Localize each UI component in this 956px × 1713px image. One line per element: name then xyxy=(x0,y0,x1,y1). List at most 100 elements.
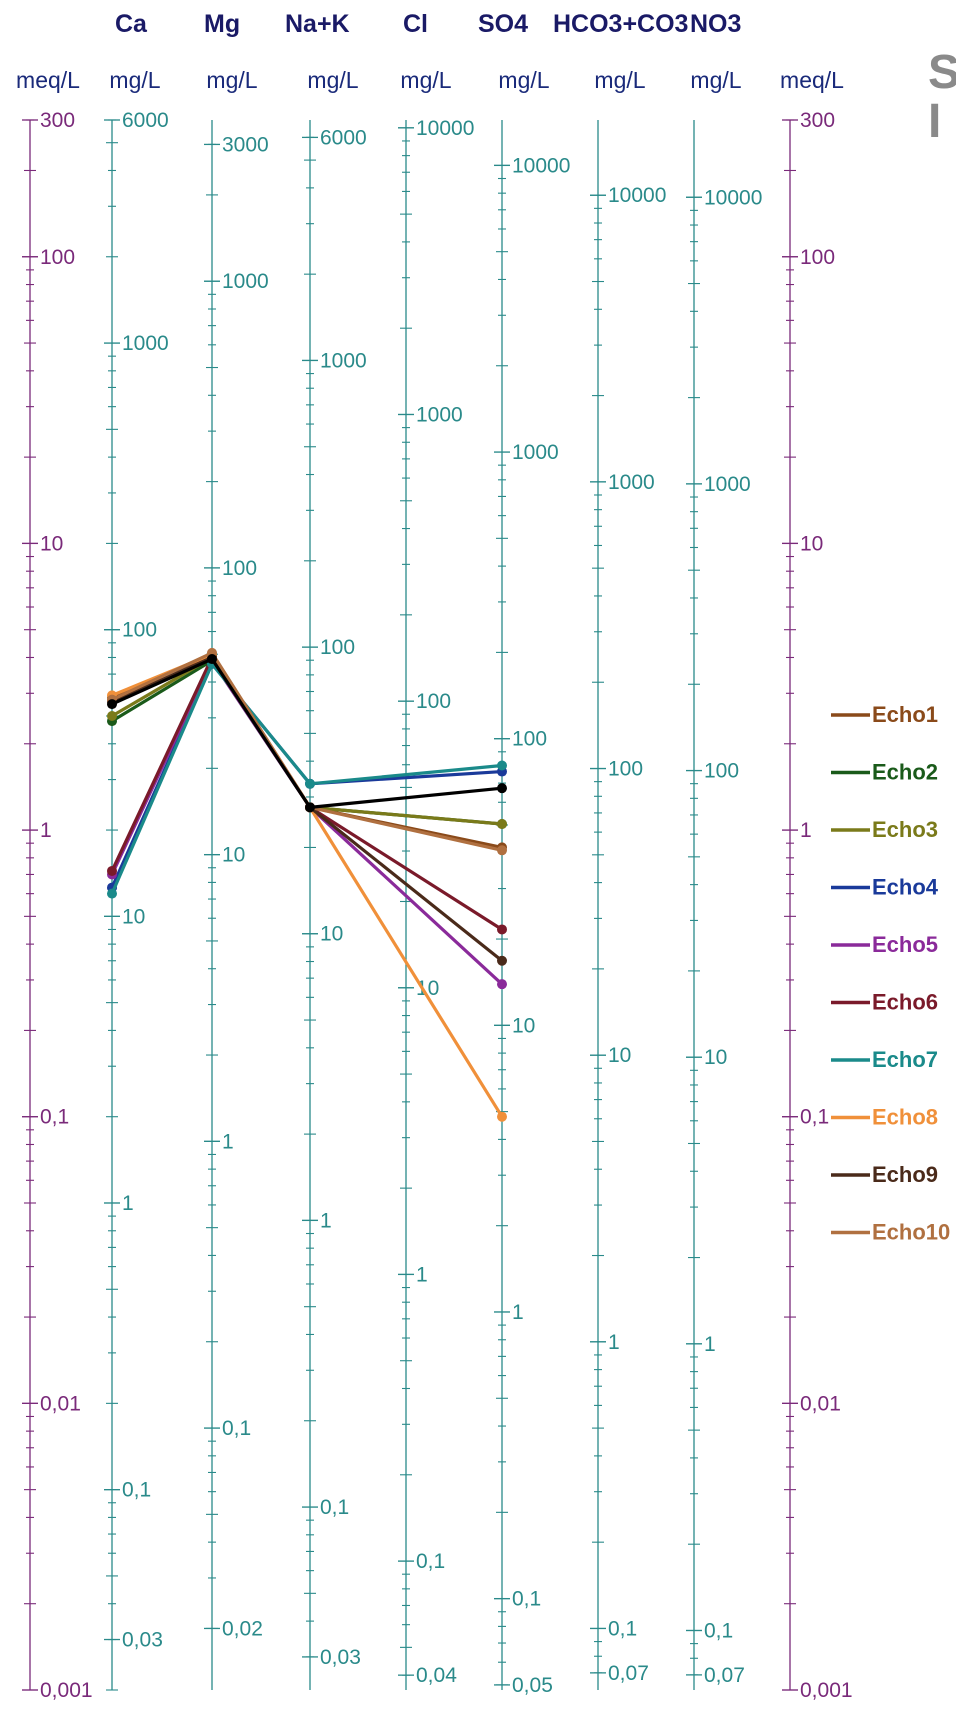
series-point xyxy=(305,802,315,813)
series-point xyxy=(107,865,117,876)
tick-label-Ca: 10 xyxy=(122,905,145,928)
legend-label: Echo5 xyxy=(872,932,938,957)
tick-label-Cl: 100 xyxy=(416,690,451,713)
tick-label-Ca: 0,1 xyxy=(122,1479,151,1502)
legend-label: Echo3 xyxy=(872,817,938,842)
tick-label-HCO3CO3: 1 xyxy=(608,1331,620,1354)
tick-label-meq_right: 100 xyxy=(800,246,835,269)
tick-label-SO4: 0,05 xyxy=(512,1674,553,1697)
legend-item-Echo5: Echo5 xyxy=(831,932,938,957)
tick-label-Cl: 0,04 xyxy=(416,1664,457,1687)
tick-label-HCO3CO3: 0,1 xyxy=(608,1617,637,1640)
legend-item-Echo8: Echo8 xyxy=(831,1105,938,1130)
axis-NaK: mg/L 6000 1000 100 10 1 0,1 0,03 xyxy=(302,67,367,1690)
unit-label-meq_left: meq/L xyxy=(16,67,80,93)
ion-label-so4: SO4 xyxy=(478,10,528,38)
series-point xyxy=(107,710,117,721)
legend-item-Echo4: Echo4 xyxy=(831,875,939,900)
series-point xyxy=(497,818,507,829)
series-point xyxy=(497,979,507,990)
legend-item-Echo9: Echo9 xyxy=(831,1162,938,1187)
tick-label-Cl: 1000 xyxy=(416,403,463,426)
unit-label-Cl: mg/L xyxy=(400,67,451,93)
series-Echo8 xyxy=(107,649,507,1122)
tick-label-NaK: 0,1 xyxy=(320,1496,349,1519)
tick-label-HCO3CO3: 100 xyxy=(608,758,643,781)
tick-label-SO4: 100 xyxy=(512,728,547,751)
tick-label-meq_right: 300 xyxy=(800,109,835,132)
tick-label-meq_right: 0,001 xyxy=(800,1679,853,1702)
tick-label-Cl: 10 xyxy=(416,977,439,1000)
unit-label-Ca: mg/L xyxy=(109,67,160,93)
tick-label-meq_left: 300 xyxy=(40,109,75,132)
unit-label-SO4: mg/L xyxy=(498,67,549,93)
tick-label-HCO3CO3: 0,07 xyxy=(608,1662,649,1685)
ion-label-nak: Na+K xyxy=(285,10,350,38)
series-lines xyxy=(107,647,507,1122)
ion-label-mg: Mg xyxy=(204,10,240,38)
tick-label-Mg: 1 xyxy=(222,1130,234,1153)
legend-label: Echo2 xyxy=(872,760,938,785)
legend-item-Echo3: Echo3 xyxy=(831,817,938,842)
unit-label-HCO3CO3: mg/L xyxy=(594,67,645,93)
tick-label-NaK: 0,03 xyxy=(320,1646,361,1669)
legend-label: Echo6 xyxy=(872,990,938,1015)
tick-label-HCO3CO3: 1000 xyxy=(608,471,655,494)
legend-label: Echo9 xyxy=(872,1162,938,1187)
tick-label-SO4: 0,1 xyxy=(512,1588,541,1611)
tick-label-Mg: 3000 xyxy=(222,133,269,156)
series-line xyxy=(111,657,503,809)
ion-label-no3: NO3 xyxy=(690,10,741,38)
tick-label-HCO3CO3: 10 xyxy=(608,1044,631,1067)
unit-label-NO3: mg/L xyxy=(690,67,741,93)
tick-label-meq_right: 0,01 xyxy=(800,1392,841,1415)
tick-label-Cl: 0,1 xyxy=(416,1550,445,1573)
tick-label-Mg: 1000 xyxy=(222,270,269,293)
tick-label-HCO3CO3: 10000 xyxy=(608,184,666,207)
legend-label: Echo4 xyxy=(872,875,939,900)
tick-label-meq_right: 0,1 xyxy=(800,1106,829,1129)
clipped-text-1: I xyxy=(928,95,941,148)
tick-label-meq_left: 1 xyxy=(40,819,52,842)
series-point xyxy=(497,845,507,856)
legend: Echo1 Echo2 Echo3 Echo4 Echo5 Echo6 Echo7 Echo8… xyxy=(831,702,950,1245)
legend-item-Echo6: Echo6 xyxy=(831,990,938,1015)
tick-label-meq_right: 1 xyxy=(800,819,812,842)
tick-label-NO3: 0,07 xyxy=(704,1664,745,1687)
series-point xyxy=(107,699,117,710)
tick-label-NaK: 6000 xyxy=(320,126,367,149)
series-point xyxy=(497,955,507,966)
tick-label-NaK: 1000 xyxy=(320,349,367,372)
unit-label-meq_right: meq/L xyxy=(780,67,844,93)
series-point xyxy=(305,778,315,789)
tick-label-meq_left: 0,1 xyxy=(40,1106,69,1129)
axis-Cl: mg/L 10000 1000 100 10 1 0,1 0,04 xyxy=(398,67,474,1690)
series-unlabeled-10 xyxy=(107,654,507,813)
clipped-text-0: S xyxy=(928,46,956,99)
axes: meq/L3001001010,10,010,001mg/L6000100010… xyxy=(16,67,853,1702)
tick-label-SO4: 1 xyxy=(512,1301,524,1324)
tick-label-NO3: 10000 xyxy=(704,186,762,209)
series-point xyxy=(497,1111,507,1122)
legend-item-Echo1: Echo1 xyxy=(831,702,938,727)
series-point xyxy=(497,760,507,771)
tick-label-NO3: 1 xyxy=(704,1333,716,1356)
axis-Mg: mg/L 3000 1000 100 10 1 0,1 0,02 xyxy=(204,67,269,1690)
tick-label-meq_left: 0,001 xyxy=(40,1679,93,1702)
series-line xyxy=(111,655,503,826)
axis-meq_left: meq/L 300 100 10 1 0,1 0,01 0,001 xyxy=(16,67,93,1702)
tick-label-Mg: 0,1 xyxy=(222,1417,251,1440)
tick-label-meq_left: 0,01 xyxy=(40,1392,81,1415)
axis-meq_right: meq/L 300 100 10 1 0,1 0,01 0,001 xyxy=(780,67,853,1702)
legend-item-Echo7: Echo7 xyxy=(831,1047,938,1072)
tick-label-NaK: 100 xyxy=(320,636,355,659)
series-point xyxy=(107,888,117,899)
axis-NO3: mg/L 10000 1000 100 10 1 0,1 0,07 xyxy=(686,67,762,1690)
tick-label-Ca: 6000 xyxy=(122,109,169,132)
tick-label-Mg: 100 xyxy=(222,557,257,580)
ion-label-ca: Ca xyxy=(115,10,148,38)
tick-label-SO4: 10000 xyxy=(512,154,570,177)
legend-label: Echo10 xyxy=(872,1220,950,1245)
series-point xyxy=(207,654,217,665)
